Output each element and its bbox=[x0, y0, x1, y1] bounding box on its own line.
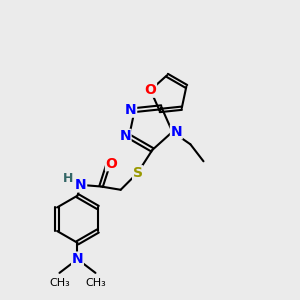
Text: CH₃: CH₃ bbox=[85, 278, 106, 288]
Text: N: N bbox=[119, 129, 131, 143]
Text: O: O bbox=[145, 83, 156, 97]
Text: H: H bbox=[63, 172, 74, 185]
Text: O: O bbox=[106, 157, 117, 171]
Text: N: N bbox=[125, 103, 136, 117]
Text: N: N bbox=[72, 252, 83, 266]
Text: N: N bbox=[75, 178, 87, 192]
Text: CH₃: CH₃ bbox=[49, 278, 70, 288]
Text: S: S bbox=[133, 166, 143, 180]
Text: N: N bbox=[170, 125, 182, 139]
